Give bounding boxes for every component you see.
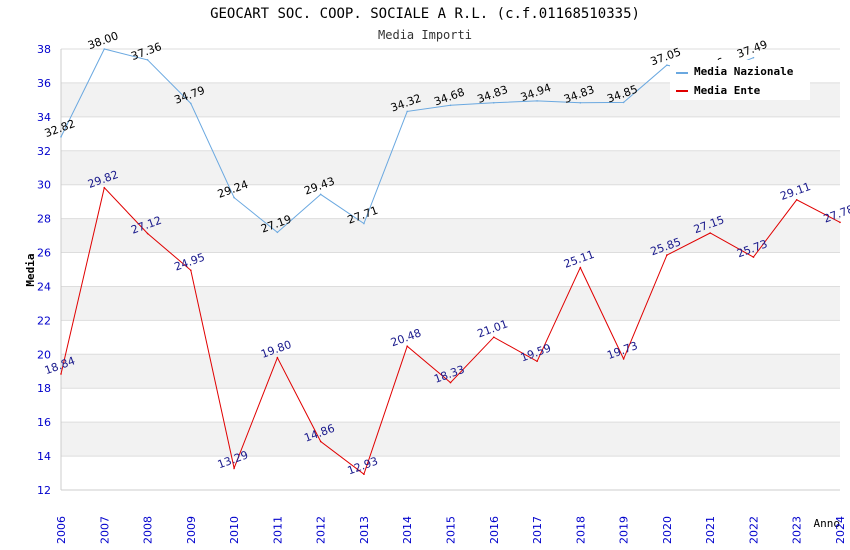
y-tick-label: 14 xyxy=(37,450,51,463)
y-tick-label: 24 xyxy=(37,280,51,293)
data-point-media-ente xyxy=(492,336,495,338)
legend-box xyxy=(670,60,810,100)
x-tick-label: 2006 xyxy=(55,516,68,544)
grid-band xyxy=(61,218,840,253)
data-point-media-nazionale xyxy=(103,48,106,50)
data-point-media-ente xyxy=(709,232,711,234)
y-tick-label: 22 xyxy=(37,314,51,327)
data-point-media-nazionale xyxy=(406,110,409,113)
data-point-media-nazionale xyxy=(276,231,279,234)
data-point-media-nazionale xyxy=(190,102,192,105)
data-point-media-ente xyxy=(233,467,235,469)
data-point-media-ente xyxy=(406,345,409,347)
data-label-media-nazionale: 37.49 xyxy=(735,38,769,61)
legend-label-media-nazionale: Media Nazionale xyxy=(694,65,794,78)
x-tick-label: 2023 xyxy=(791,516,804,544)
data-point-media-ente xyxy=(103,186,106,189)
data-point-media-nazionale xyxy=(752,56,755,59)
data-point-media-ente xyxy=(579,266,582,269)
data-point-media-ente xyxy=(363,473,365,476)
data-point-media-ente xyxy=(449,381,452,384)
x-tick-label: 2012 xyxy=(315,516,328,544)
data-point-media-nazionale xyxy=(492,101,495,104)
data-point-media-ente xyxy=(276,356,279,359)
gridlines xyxy=(60,48,840,491)
x-tick-label: 2014 xyxy=(401,516,414,544)
y-axis-label: Media xyxy=(24,253,37,286)
y-tick-label: 16 xyxy=(37,416,51,429)
x-tick-label: 2011 xyxy=(271,516,284,544)
data-label-media-ente: 12.93 xyxy=(346,454,380,477)
y-tick-label: 32 xyxy=(37,145,51,158)
x-tick-label: 2010 xyxy=(228,516,241,544)
legend-label-media-ente: Media Ente xyxy=(694,84,761,97)
grid-band xyxy=(61,286,840,321)
data-point-media-nazionale xyxy=(319,193,322,196)
y-tick-label: 30 xyxy=(37,179,51,192)
data-point-media-ente xyxy=(190,269,192,272)
x-tick-labels: 2006 2007 2008 2009 2010 2011 2012 2013 2014 2015… xyxy=(55,516,847,544)
x-tick-label: 2007 xyxy=(98,516,111,544)
y-tick-label: 36 xyxy=(37,77,51,90)
x-tick-label: 2018 xyxy=(574,516,587,544)
data-point-media-nazionale xyxy=(363,222,365,225)
y-tick-label: 28 xyxy=(37,213,51,226)
data-point-media-nazionale xyxy=(60,136,62,138)
data-point-media-nazionale xyxy=(146,59,149,61)
y-tick-labels: 12 14 16 18 20 22 24 26 28 30 32 34 36 38 xyxy=(37,43,51,497)
data-point-media-nazionale xyxy=(536,100,538,102)
x-tick-label: 2016 xyxy=(488,516,501,544)
data-point-media-ente xyxy=(622,358,625,360)
y-tick-label: 20 xyxy=(37,348,51,361)
series-lines xyxy=(60,48,841,476)
x-tick-label: 2020 xyxy=(661,516,674,544)
x-tick-label: 2024 xyxy=(834,516,847,544)
data-point-media-ente xyxy=(752,256,755,258)
data-label-media-ente: 24.95 xyxy=(173,251,207,274)
data-point-media-ente xyxy=(795,198,798,201)
data-point-media-ente xyxy=(839,221,841,224)
data-point-media-ente xyxy=(146,232,149,235)
x-tick-label: 2008 xyxy=(142,516,155,544)
data-point-media-ente xyxy=(536,360,538,363)
data-point-media-nazionale xyxy=(622,101,625,104)
x-axis-label: Anno xyxy=(814,517,841,530)
chart-subtitle: Media Importi xyxy=(378,28,472,42)
x-tick-label: 2015 xyxy=(445,516,458,544)
series-line-media-nazionale xyxy=(60,48,754,234)
data-point-media-ente xyxy=(60,373,62,375)
y-tick-label: 38 xyxy=(37,43,51,56)
legend: Media Nazionale Media Ente xyxy=(670,60,810,100)
data-point-media-nazionale xyxy=(449,104,452,107)
data-point-media-nazionale xyxy=(579,101,582,104)
x-tick-label: 2009 xyxy=(185,516,198,544)
y-tick-label: 18 xyxy=(37,382,51,395)
data-point-media-ente xyxy=(666,254,668,256)
grid-band xyxy=(61,422,840,457)
x-tick-label: 2019 xyxy=(618,516,631,544)
grid-band xyxy=(61,150,840,185)
data-point-media-nazionale xyxy=(666,64,668,66)
chart-title: GEOCART SOC. COOP. SOCIALE A R.L. (c.f.0… xyxy=(210,6,640,22)
x-tick-label: 2013 xyxy=(358,516,371,544)
data-label-media-ente: 20.48 xyxy=(389,326,423,349)
data-point-media-nazionale xyxy=(233,196,235,199)
x-tick-label: 2022 xyxy=(747,516,760,544)
y-tick-label: 12 xyxy=(37,484,51,497)
x-tick-label: 2017 xyxy=(531,516,544,544)
y-tick-label: 34 xyxy=(37,111,51,124)
data-point-media-ente xyxy=(319,440,322,443)
x-tick-label: 2021 xyxy=(704,516,717,544)
y-tick-label: 26 xyxy=(37,247,51,260)
